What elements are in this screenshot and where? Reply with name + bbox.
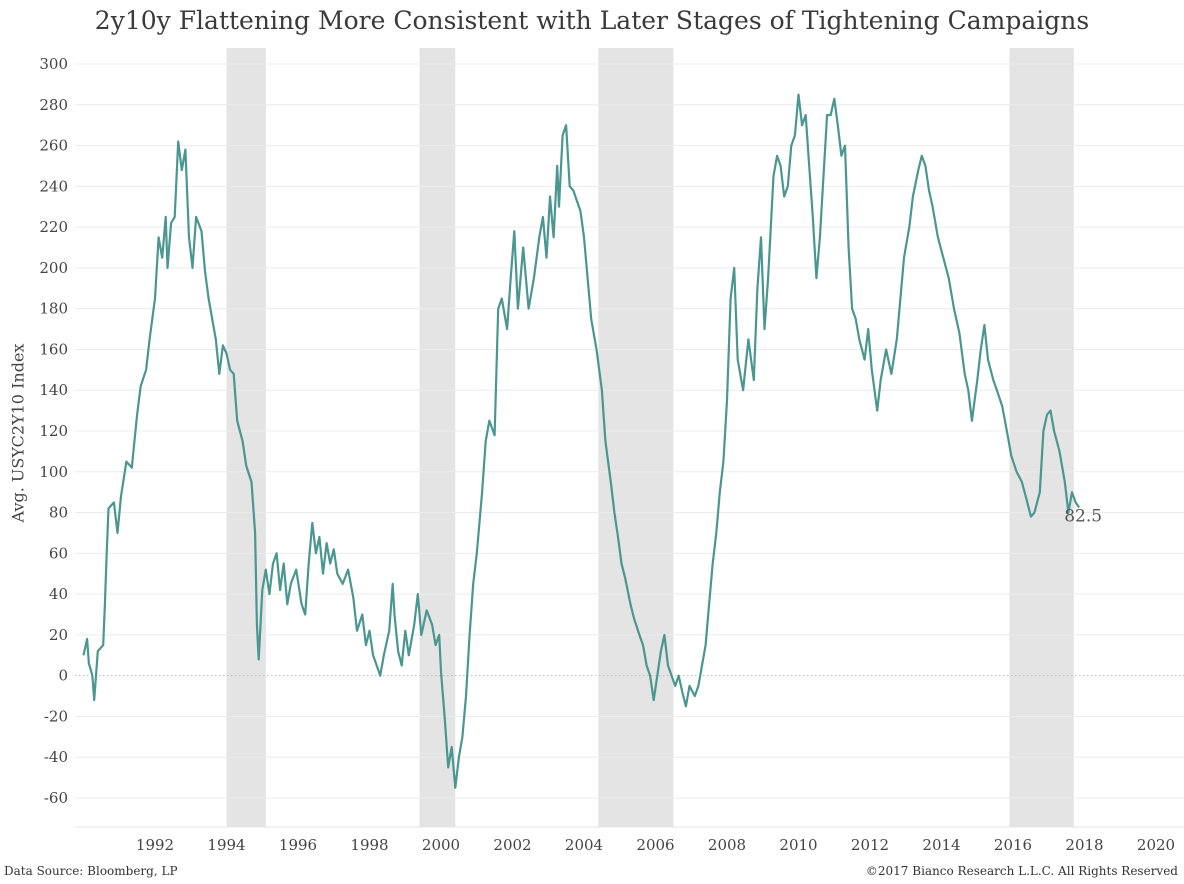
- y-tick-label: 140: [39, 381, 68, 399]
- y-tick-label: 280: [39, 96, 68, 114]
- y-tick-label: 220: [39, 218, 68, 236]
- x-tick-label: 2014: [922, 836, 960, 854]
- y-tick-label: 260: [39, 137, 68, 155]
- x-tick-label: 2010: [779, 836, 817, 854]
- x-tick-label: 1994: [207, 836, 245, 854]
- x-tick-label: 2006: [636, 836, 674, 854]
- y-tick-label: 180: [39, 300, 68, 318]
- y-tick-label: -60: [44, 789, 68, 807]
- y-tick-label: 120: [39, 422, 68, 440]
- x-tick-label: 2012: [851, 836, 889, 854]
- shaded-periods: [226, 48, 1074, 827]
- shaded-period-2: [598, 48, 674, 827]
- copyright-note: ©2017 Bianco Research L.L.C. All Rights …: [865, 864, 1178, 878]
- shaded-period-0: [226, 48, 266, 827]
- y-tick-label: 0: [58, 667, 68, 685]
- y-tick-label: 20: [49, 626, 68, 644]
- shaded-period-1: [419, 48, 456, 827]
- y-tick-label: 100: [39, 463, 68, 481]
- x-tick-label: 2018: [1065, 836, 1103, 854]
- x-tick-label: 1998: [350, 836, 388, 854]
- x-tick-label: 1996: [279, 836, 317, 854]
- y-tick-label: 240: [39, 177, 68, 195]
- last-value-label: 82.5: [1064, 506, 1102, 526]
- series-line: [82, 93, 1081, 789]
- y-tick-label: 40: [49, 585, 68, 603]
- y-tick-label: 200: [39, 259, 68, 277]
- x-axis-ticks: 1992 1994 1996 1998 2000 2002 2004 2006 2008 2010…: [136, 836, 1175, 854]
- x-tick-label: 2000: [422, 836, 460, 854]
- x-tick-label: 2008: [708, 836, 746, 854]
- annotations: 82.5: [1064, 506, 1102, 526]
- y-tick-label: -40: [44, 748, 68, 766]
- chart-title: 2y10y Flattening More Consistent with La…: [94, 6, 1090, 35]
- gridlines: [75, 63, 1184, 828]
- shaded-period-3: [1009, 48, 1074, 827]
- x-tick-label: 2020: [1137, 836, 1175, 854]
- x-tick-label: 2002: [493, 836, 531, 854]
- x-tick-label: 2004: [565, 836, 603, 854]
- y-tick-label: 160: [39, 340, 68, 358]
- data-source-note: Data Source: Bloomberg, LP: [4, 864, 178, 878]
- x-tick-label: 1992: [136, 836, 174, 854]
- y-tick-label: 60: [49, 544, 68, 562]
- x-tick-label: 2016: [994, 836, 1032, 854]
- y-tick-label: -20: [44, 707, 68, 725]
- y-axis-ticks: 3002802602402202001801601401201008060402…: [39, 55, 68, 807]
- y-tick-label: 300: [39, 55, 68, 73]
- y-tick-label: 80: [49, 504, 68, 522]
